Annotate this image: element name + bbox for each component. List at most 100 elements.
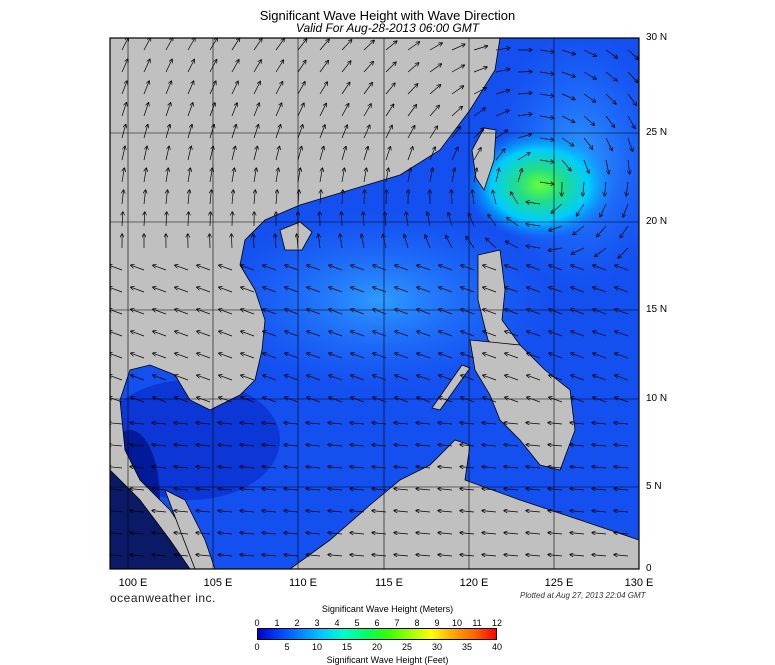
wave-arrow: [152, 489, 167, 490]
wave-arrow: [561, 93, 575, 99]
wave-arrow: [219, 353, 233, 359]
lon-label-110e: 110 E: [289, 577, 317, 589]
colorbar-feet-tick: 40: [491, 642, 503, 652]
wave-arrow: [187, 146, 191, 161]
wave-arrow: [548, 555, 563, 556]
wave-arrow: [328, 489, 343, 490]
wave-arrow: [417, 265, 431, 271]
wave-arrow: [429, 43, 442, 51]
wave-arrow: [197, 331, 211, 337]
wave-arrow: [593, 265, 607, 271]
wave-arrow: [152, 423, 167, 424]
wave-arrow: [551, 203, 563, 213]
wave-arrow: [364, 190, 365, 205]
wave-arrow: [439, 331, 453, 337]
wave-arrow: [385, 125, 392, 139]
wave-arrow: [482, 489, 497, 490]
wave-arrow: [306, 445, 321, 446]
wave-arrow: [284, 489, 299, 490]
wave-arrow: [144, 168, 146, 183]
wave-arrow: [482, 467, 497, 468]
wave-arrow: [451, 127, 460, 139]
wave-arrow: [472, 190, 474, 205]
wave-arrow: [495, 168, 499, 183]
wave-arrow: [549, 397, 563, 403]
colorbar-meter-tick: 1: [274, 618, 280, 628]
wave-arrow: [131, 265, 145, 271]
wave-arrow: [583, 137, 593, 149]
wave-arrow: [307, 397, 321, 403]
wave-arrow: [549, 375, 563, 381]
wave-arrow: [218, 489, 233, 490]
wave-arrow: [219, 375, 233, 381]
lon-label-125e: 125 E: [544, 577, 574, 589]
wave-arrow: [394, 511, 409, 512]
wave-arrow: [165, 146, 169, 161]
wave-arrow: [571, 265, 585, 271]
wave-arrow: [417, 287, 431, 293]
wave-arrow: [395, 265, 409, 271]
wave-arrow: [486, 238, 497, 249]
wave-arrow: [429, 126, 437, 139]
wave-arrow: [495, 90, 509, 95]
wave-arrow: [506, 241, 519, 249]
wave-arrow: [473, 128, 484, 139]
wave-arrow: [262, 511, 277, 512]
wave-arrow: [174, 489, 189, 490]
wave-arrow: [197, 397, 211, 403]
wave-arrow: [583, 181, 584, 196]
wave-arrow: [604, 181, 606, 196]
wave-arrow: [571, 287, 585, 293]
wave-arrow: [526, 246, 541, 248]
wave-arrow: [351, 265, 365, 271]
wave-arrow: [110, 287, 123, 293]
wave-arrow: [527, 353, 541, 359]
wave-arrow: [350, 445, 365, 446]
wave-arrow: [385, 41, 397, 51]
wave-arrow: [307, 265, 321, 271]
wave-arrow: [340, 234, 342, 249]
wave-arrow: [253, 81, 260, 95]
wave-arrow: [187, 168, 190, 183]
wave-arrow: [306, 467, 321, 468]
wave-arrow: [231, 38, 240, 51]
wave-arrow: [407, 84, 418, 95]
colorbar-feet-tick: 10: [311, 642, 323, 652]
wave-arrow: [417, 309, 431, 315]
wave-arrow: [505, 397, 519, 403]
wave-arrow: [627, 49, 638, 59]
wave-arrow: [175, 265, 189, 271]
wave-arrow: [592, 489, 607, 490]
wave-arrow: [284, 555, 299, 556]
wave-arrow: [361, 234, 365, 249]
wave-arrow: [209, 60, 217, 73]
wave-arrow: [527, 287, 541, 293]
wave-arrow: [363, 104, 371, 117]
wave-arrow: [328, 445, 343, 446]
wave-arrow: [394, 533, 409, 534]
wave-arrow: [328, 555, 343, 556]
wave-arrow: [165, 103, 171, 117]
wave-arrow: [209, 146, 213, 161]
wave-arrow: [263, 287, 277, 293]
wave-arrow: [561, 159, 571, 171]
wave-arrow: [505, 375, 519, 381]
wave-arrow: [263, 353, 277, 359]
wave-arrow: [439, 397, 453, 403]
colorbar-meter-tick: 9: [434, 618, 440, 628]
wave-arrow: [341, 168, 344, 183]
wave-arrow: [218, 423, 233, 424]
wave-arrow: [473, 168, 477, 183]
wave-arrow: [570, 467, 585, 468]
wave-arrow: [614, 489, 629, 490]
wave-arrow: [122, 212, 123, 227]
wave-arrow: [460, 533, 475, 534]
wave-arrow: [482, 511, 497, 512]
wave-arrow: [253, 125, 258, 139]
wave-arrow: [231, 60, 239, 73]
wave-arrow: [275, 146, 279, 161]
wave-arrow: [460, 489, 475, 490]
wave-arrow: [152, 445, 167, 446]
wave-arrow: [231, 103, 237, 117]
wave-arrow: [110, 309, 123, 315]
